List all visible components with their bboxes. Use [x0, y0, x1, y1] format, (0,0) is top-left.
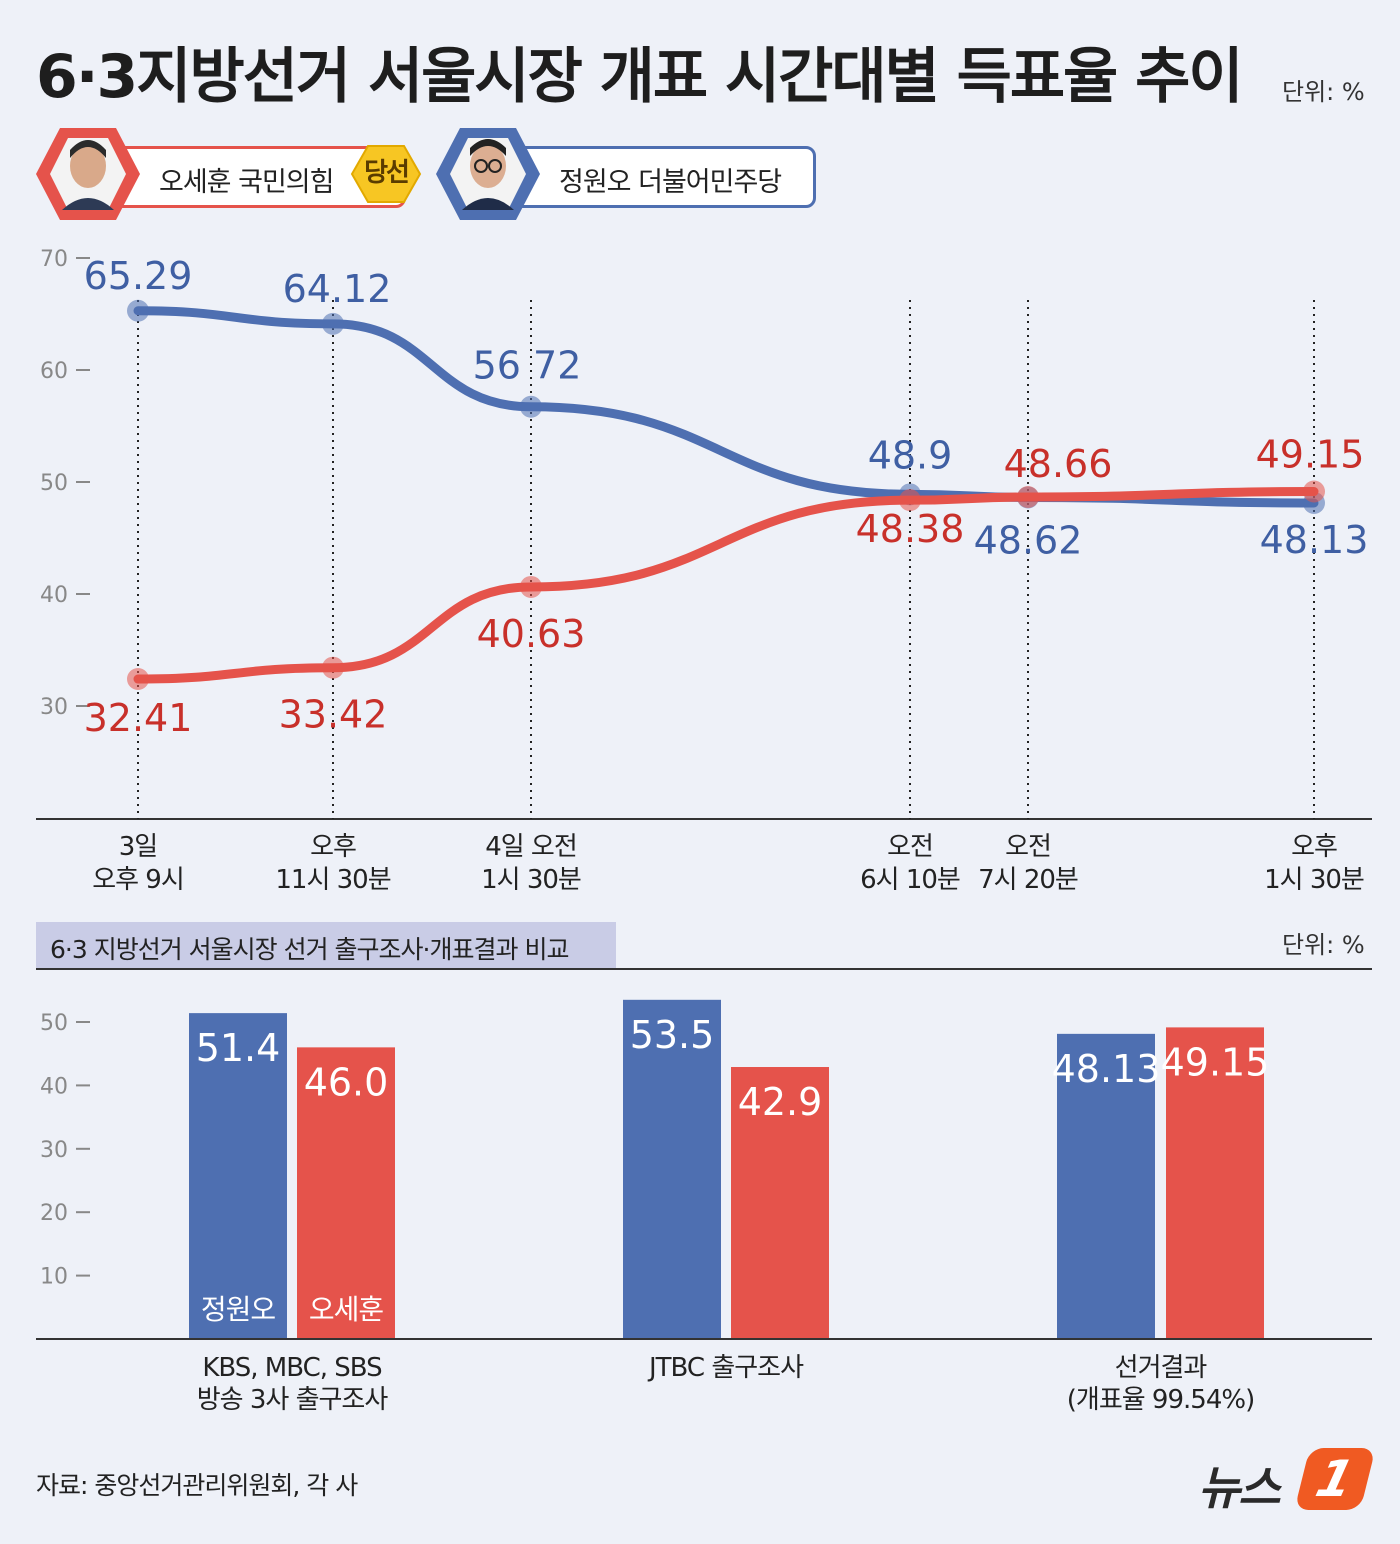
bar-y-tick-label-0: 10: [40, 1265, 68, 1290]
data-label-oh-5: 49.15: [1256, 433, 1365, 477]
bar-category-label-2-0: 선거결과: [1115, 1353, 1208, 1383]
data-label-oh-4: 48.66: [1004, 442, 1113, 486]
bar-label-oh-2: 49.15: [1161, 1040, 1270, 1084]
bar-category-label-1-0: JTBC 출구조사: [647, 1353, 804, 1383]
data-label-jeong-0: 65.29: [84, 254, 193, 298]
bar-oh-2: [1166, 1027, 1264, 1339]
data-label-jeong-3: 48.9: [868, 433, 953, 477]
winner-badge-icon: [350, 145, 422, 203]
data-point-oh-2: [520, 575, 542, 598]
data-point-oh-4: [1017, 486, 1039, 509]
y-tick-label-0: 30: [40, 695, 68, 720]
x-tick-label-2-1: 1시 30분: [481, 865, 581, 895]
data-label-oh-0: 32.41: [84, 696, 193, 740]
portrait-oh-icon: [36, 128, 140, 220]
bar-label-jeong-1: 53.5: [630, 1013, 715, 1057]
page-title: 6·3지방선거 서울시장 개표 시간대별 득표율 추이: [36, 42, 1244, 112]
bar-category-label-0-1: 방송 3사 출구조사: [197, 1385, 389, 1415]
data-point-jeong-2: [520, 395, 542, 418]
bar-label-jeong-0: 51.4: [196, 1026, 281, 1070]
unit-label-bottom: 단위: %: [1282, 931, 1365, 959]
x-tick-label-3-1: 6시 10분: [860, 865, 960, 895]
x-tick-label-0-0: 3일: [119, 832, 157, 862]
y-tick-label-2: 50: [40, 471, 68, 496]
bar-series-name-jeong: 정원오: [201, 1293, 276, 1326]
data-point-oh-1: [322, 656, 344, 679]
bar-y-tick-label-3: 40: [40, 1074, 68, 1099]
winner-badge-label: 당선: [364, 158, 410, 188]
x-tick-label-0-1: 오후 9시: [92, 865, 184, 895]
data-point-oh-0: [127, 668, 149, 691]
data-label-oh-1: 33.42: [279, 693, 388, 737]
data-point-jeong-1: [322, 312, 344, 335]
y-tick-label-4: 70: [40, 247, 68, 272]
data-label-jeong-5: 48.13: [1260, 518, 1369, 562]
bar-y-tick-label-1: 20: [40, 1201, 68, 1226]
bar-label-jeong-2: 48.13: [1052, 1047, 1161, 1091]
bar-category-label-2-1: (개표율 99.54%): [1067, 1385, 1254, 1415]
unit-label: 단위: %: [1282, 78, 1365, 106]
bar-oh-0: [297, 1047, 395, 1339]
bar-y-tick-label-2: 30: [40, 1138, 68, 1163]
bar-series-name-oh: 오세훈: [309, 1293, 384, 1326]
bar-jeong-0: [189, 1013, 287, 1339]
data-label-jeong-1: 64.12: [283, 267, 392, 311]
x-tick-label-5-1: 1시 30분: [1264, 865, 1364, 895]
y-tick-label-3: 60: [40, 359, 68, 384]
legend-label-oh: 오세훈 국민의힘: [159, 167, 334, 198]
data-label-jeong-4: 48.62: [974, 518, 1083, 562]
x-tick-label-4-1: 7시 20분: [978, 865, 1078, 895]
x-tick-label-3-0: 오전: [887, 832, 933, 862]
data-point-oh-5: [1303, 480, 1325, 503]
source-note: 자료: 중앙선거관리위원회, 각 사: [36, 1471, 358, 1500]
x-tick-label-2-0: 4일 오전: [485, 832, 577, 862]
bar-chart-title-box: 6·3 지방선거 서울시장 선거 출구조사·개표결과 비교: [36, 922, 616, 968]
x-tick-label-4-0: 오전: [1005, 832, 1051, 862]
x-tick-label-1-0: 오후: [310, 832, 356, 862]
bar-chart-title: 6·3 지방선거 서울시장 선거 출구조사·개표결과 비교: [50, 935, 569, 964]
data-point-oh-3: [899, 489, 921, 512]
legend-label-jeong: 정원오 더불어민주당: [559, 167, 782, 198]
data-label-oh-2: 40.63: [477, 612, 586, 656]
bar-oh-1: [731, 1067, 829, 1339]
bar-label-oh-1: 42.9: [738, 1080, 823, 1124]
legend-portraits: [36, 128, 540, 220]
y-tick-label-1: 40: [40, 583, 68, 608]
data-label-oh-3: 48.38: [856, 507, 965, 551]
data-label-jeong-2: 56 72: [473, 344, 582, 388]
x-tick-label-5-0: 오후: [1291, 832, 1337, 862]
bar-jeong-2: [1057, 1033, 1155, 1339]
bar-category-label-0-0: KBS, MBC, SBS: [202, 1353, 382, 1383]
portrait-jeong-icon: [436, 128, 540, 220]
data-point-jeong-0: [127, 299, 149, 322]
bar-label-oh-0: 46.0: [304, 1060, 389, 1104]
logo-text: 뉴스: [1198, 1461, 1281, 1515]
bar-y-tick-label-4: 50: [40, 1011, 68, 1036]
section-divider: [36, 968, 1372, 970]
x-tick-label-1-1: 11시 30분: [275, 865, 390, 895]
bar-jeong-1: [623, 999, 721, 1339]
